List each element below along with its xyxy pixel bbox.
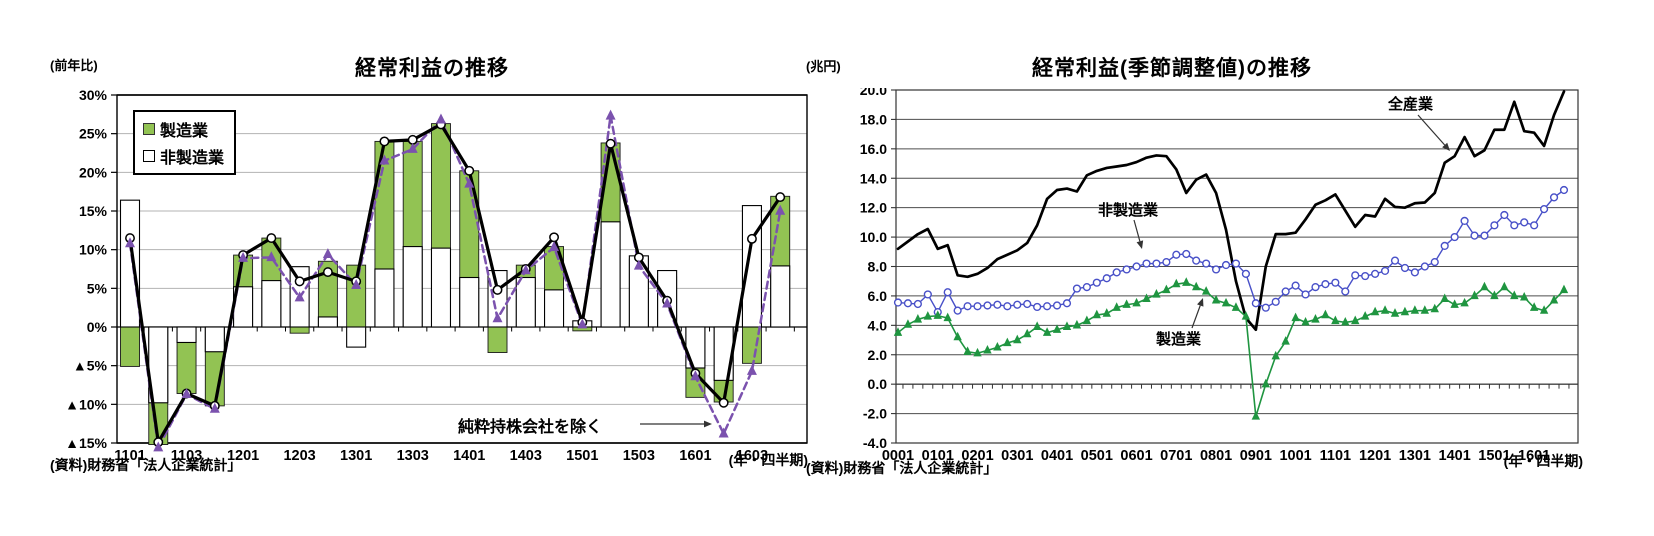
svg-text:2.0: 2.0 — [868, 347, 888, 363]
svg-text:6.0: 6.0 — [868, 288, 888, 304]
left-source-note: (資料)財務省「法人企業統計」 — [50, 457, 242, 473]
svg-text:20.0: 20.0 — [860, 88, 887, 98]
svg-text:1201: 1201 — [227, 448, 259, 464]
svg-text:1201: 1201 — [1359, 448, 1391, 464]
non-manufacturing-swatch — [143, 150, 155, 162]
all-industries-line-label: 全産業 — [1388, 96, 1434, 113]
manufacturing-swatch — [143, 123, 155, 135]
svg-text:12.0: 12.0 — [860, 200, 887, 216]
legend-item-manufacturing: 製造業 — [143, 117, 224, 141]
svg-text:8.0: 8.0 — [868, 259, 888, 275]
svg-text:15%: 15% — [79, 203, 108, 219]
right-chart-figure: (兆円) 経常利益(季節調整値)の推移 20.0 18.0 16.0 14.0 12.0… — [806, 0, 1654, 536]
right-y-axis-unit: (兆円) — [806, 59, 841, 74]
svg-text:1001: 1001 — [1279, 448, 1311, 464]
svg-text:0801: 0801 — [1200, 448, 1232, 464]
svg-text:18.0: 18.0 — [860, 111, 887, 127]
svg-text:1301: 1301 — [1399, 448, 1431, 464]
svg-text:1403: 1403 — [510, 448, 542, 464]
svg-text:1101: 1101 — [1320, 448, 1351, 464]
svg-text:4.0: 4.0 — [868, 317, 888, 333]
left-chart-plot-canvas: 30% 25% 20% 15% 10% 5% 0% ▲5% ▲10% ▲15% 1101 1103 12… — [65, 88, 808, 464]
svg-text:0001: 0001 — [882, 448, 914, 464]
svg-text:0901: 0901 — [1240, 448, 1272, 464]
svg-text:-2.0: -2.0 — [863, 406, 887, 422]
svg-text:▲10%: ▲10% — [65, 396, 107, 412]
svg-text:▲5%: ▲5% — [73, 358, 108, 374]
left-chart-figure: (前年比) 経常利益の推移 30% 25% 20% 15% 10% 5% 0% ▲5% ▲10%… — [0, 0, 820, 536]
svg-text:0701: 0701 — [1160, 448, 1192, 464]
svg-text:1303: 1303 — [397, 448, 429, 464]
svg-text:0%: 0% — [87, 319, 108, 335]
svg-text:14.0: 14.0 — [860, 170, 887, 186]
left-chart-title: 経常利益の推移 — [355, 57, 509, 80]
legend-label-non-manufacturing: 非製造業 — [160, 150, 225, 167]
right-source-note: (資料)財務省「法人企業統計」 — [806, 460, 998, 476]
svg-text:10%: 10% — [79, 242, 108, 258]
right-chart-title: 経常利益(季節調整値)の推移 — [1032, 57, 1312, 80]
svg-text:16.0: 16.0 — [860, 141, 887, 157]
right-chart-plot-canvas: 20.0 18.0 16.0 14.0 12.0 10.0 8.0 6.0 4.0 2.0 0.0 -… — [860, 88, 1579, 464]
left-chart-legend: 製造業 非製造業 — [133, 110, 237, 175]
svg-text:0301: 0301 — [1001, 448, 1033, 464]
svg-text:1501: 1501 — [566, 448, 598, 464]
svg-text:1601: 1601 — [679, 448, 711, 464]
svg-text:1101: 1101 — [114, 448, 145, 464]
holding-company-annotation: 純粋持株会社を除く — [458, 419, 603, 436]
legend-item-non-manufacturing: 非製造業 — [143, 144, 224, 168]
svg-text:1103: 1103 — [171, 448, 202, 464]
legend-label-manufacturing: 製造業 — [160, 123, 209, 140]
svg-text:▲15%: ▲15% — [65, 435, 107, 451]
left-y-axis-unit: (前年比) — [50, 58, 98, 73]
svg-text:10.0: 10.0 — [860, 229, 887, 245]
svg-text:1601: 1601 — [1518, 448, 1550, 464]
non-manufacturing-line-label: 非製造業 — [1098, 202, 1159, 219]
left-x-axis-note: (年・四半期) — [728, 452, 808, 468]
svg-text:-4.0: -4.0 — [863, 435, 887, 451]
svg-text:1401: 1401 — [453, 448, 485, 464]
svg-text:1401: 1401 — [1439, 448, 1471, 464]
svg-text:1603: 1603 — [736, 448, 768, 464]
svg-text:0.0: 0.0 — [868, 376, 888, 392]
svg-text:1503: 1503 — [623, 448, 655, 464]
manufacturing-line-label: 製造業 — [1156, 331, 1202, 348]
svg-text:1203: 1203 — [283, 448, 315, 464]
svg-text:0501: 0501 — [1081, 448, 1113, 464]
svg-text:0601: 0601 — [1120, 448, 1152, 464]
svg-text:0401: 0401 — [1041, 448, 1073, 464]
svg-text:0201: 0201 — [961, 448, 993, 464]
svg-text:1501: 1501 — [1478, 448, 1510, 464]
svg-text:5%: 5% — [87, 280, 108, 296]
svg-text:1301: 1301 — [340, 448, 372, 464]
svg-text:30%: 30% — [79, 88, 108, 103]
svg-text:25%: 25% — [79, 126, 108, 142]
right-x-axis-note: (年・四半期) — [1503, 453, 1583, 469]
svg-text:20%: 20% — [79, 164, 108, 180]
svg-text:0101: 0101 — [922, 448, 954, 464]
